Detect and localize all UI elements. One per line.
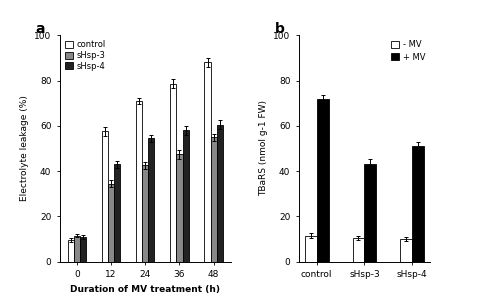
Bar: [352, 238, 364, 262]
Legend: control, sHsp-3, sHsp-4: control, sHsp-3, sHsp-4: [64, 39, 107, 71]
Bar: [400, 239, 412, 262]
Y-axis label: TBaRS (nmol g-1 FW): TBaRS (nmol g-1 FW): [259, 101, 268, 196]
Bar: [304, 235, 316, 262]
Bar: [74, 235, 80, 262]
Bar: [211, 137, 217, 262]
Bar: [316, 99, 328, 262]
Bar: [102, 131, 108, 262]
Bar: [142, 166, 148, 262]
Bar: [412, 146, 424, 262]
Y-axis label: Electrolyte leakage (%): Electrolyte leakage (%): [20, 96, 29, 201]
Bar: [114, 164, 120, 262]
Bar: [176, 154, 183, 262]
Bar: [205, 62, 211, 262]
Bar: [80, 237, 86, 262]
Bar: [136, 101, 142, 262]
Bar: [217, 125, 223, 262]
X-axis label: Duration of MV treatment (h): Duration of MV treatment (h): [70, 285, 220, 293]
Bar: [108, 183, 114, 262]
Legend: - MV, + MV: - MV, + MV: [390, 39, 426, 62]
Text: a: a: [36, 22, 45, 36]
Bar: [148, 138, 154, 262]
Text: b: b: [275, 22, 285, 36]
Bar: [364, 164, 376, 262]
Bar: [183, 130, 189, 262]
Bar: [170, 84, 176, 262]
Bar: [67, 240, 74, 262]
